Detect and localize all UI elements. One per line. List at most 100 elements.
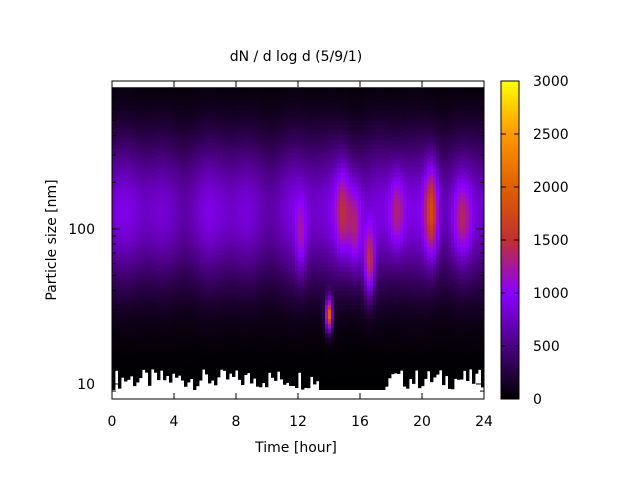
heatmap-cell bbox=[247, 180, 251, 186]
heatmap-cell bbox=[193, 191, 197, 197]
heatmap-cell bbox=[250, 318, 254, 324]
heatmap-cell bbox=[325, 205, 329, 211]
heatmap-cell bbox=[184, 316, 188, 322]
heatmap-cell bbox=[280, 306, 284, 312]
heatmap-cell bbox=[316, 211, 320, 217]
heatmap-cell bbox=[220, 153, 224, 159]
heatmap-cell bbox=[229, 190, 233, 195]
heatmap-cell bbox=[133, 227, 137, 233]
heatmap-cell bbox=[268, 350, 272, 355]
heatmap-cell bbox=[184, 306, 188, 312]
heatmap-cell bbox=[211, 302, 215, 308]
heatmap-cell bbox=[184, 204, 188, 210]
heatmap-cell bbox=[298, 96, 302, 102]
heatmap-cell bbox=[235, 343, 239, 349]
heatmap-cell bbox=[253, 337, 257, 343]
heatmap-cell bbox=[310, 159, 314, 165]
heatmap-cell bbox=[184, 101, 188, 107]
heatmap-cell bbox=[181, 261, 185, 267]
heatmap-cell bbox=[328, 262, 332, 268]
heatmap-cell bbox=[340, 332, 344, 339]
heatmap-cell bbox=[226, 319, 230, 325]
heatmap-cell bbox=[217, 322, 221, 328]
heatmap-cell bbox=[220, 289, 224, 295]
heatmap-cell bbox=[238, 128, 242, 134]
heatmap-cell bbox=[220, 342, 224, 348]
heatmap-cell bbox=[280, 233, 284, 239]
heatmap-cell bbox=[145, 327, 149, 333]
heatmap-cell bbox=[331, 318, 335, 324]
heatmap-cell bbox=[334, 375, 338, 381]
heatmap-cell bbox=[253, 132, 257, 138]
heatmap-cell bbox=[283, 379, 287, 385]
heatmap-cell bbox=[331, 375, 335, 381]
heatmap-cell bbox=[199, 338, 203, 344]
heatmap-cell bbox=[175, 250, 179, 256]
heatmap-cell bbox=[280, 315, 284, 321]
heatmap-cell bbox=[139, 264, 143, 270]
heatmap-cell bbox=[247, 189, 251, 195]
heatmap-cell bbox=[277, 220, 281, 226]
heatmap-cell bbox=[346, 380, 350, 386]
heatmap-cell bbox=[157, 100, 161, 106]
heatmap-cell bbox=[289, 157, 293, 163]
heatmap-cell bbox=[277, 344, 281, 350]
heatmap-cell bbox=[130, 276, 134, 282]
heatmap-cell bbox=[193, 228, 197, 235]
heatmap-cell bbox=[295, 120, 299, 126]
heatmap-cell bbox=[148, 185, 152, 191]
heatmap-cell bbox=[172, 109, 176, 115]
heatmap-cell bbox=[286, 230, 290, 236]
heatmap-cell bbox=[301, 304, 305, 310]
heatmap-cell bbox=[136, 303, 140, 309]
heatmap-cell bbox=[328, 375, 332, 381]
heatmap-cell bbox=[262, 336, 266, 342]
heatmap-cell bbox=[118, 134, 122, 140]
heatmap-cell bbox=[325, 87, 329, 93]
heatmap-cell bbox=[235, 184, 239, 190]
heatmap-cell bbox=[331, 191, 335, 197]
heatmap-cell bbox=[169, 253, 173, 259]
heatmap-cell bbox=[271, 177, 275, 183]
heatmap-cell bbox=[157, 155, 161, 161]
heatmap-cell bbox=[154, 131, 158, 137]
heatmap-cell bbox=[295, 110, 299, 116]
heatmap-cell bbox=[124, 243, 128, 249]
heatmap-cell bbox=[121, 368, 125, 374]
heatmap-cell bbox=[325, 314, 329, 320]
heatmap-cell bbox=[277, 353, 281, 359]
heatmap-cell bbox=[217, 331, 221, 337]
heatmap-cell bbox=[295, 228, 299, 234]
heatmap-cell bbox=[301, 346, 305, 352]
heatmap-cell bbox=[226, 219, 230, 225]
heatmap-cell bbox=[337, 195, 341, 202]
heatmap-cell bbox=[319, 200, 323, 206]
heatmap-cell bbox=[232, 105, 236, 111]
heatmap-cell bbox=[268, 332, 272, 338]
heatmap-cell bbox=[337, 134, 341, 140]
heatmap-cell bbox=[247, 350, 251, 356]
heatmap-cell bbox=[223, 189, 227, 194]
heatmap-cell bbox=[247, 198, 251, 204]
heatmap-cell bbox=[274, 155, 278, 161]
heatmap-cell bbox=[259, 382, 263, 388]
heatmap-cell bbox=[280, 287, 284, 293]
heatmap-cell bbox=[160, 308, 164, 314]
heatmap-cell bbox=[121, 286, 125, 292]
heatmap-cell bbox=[271, 150, 275, 156]
heatmap-cell bbox=[214, 129, 218, 135]
heatmap-cell bbox=[199, 178, 203, 184]
heatmap-cell bbox=[328, 224, 332, 230]
heatmap-cell bbox=[328, 238, 332, 244]
heatmap-cell bbox=[214, 105, 218, 111]
heatmap-cell bbox=[133, 185, 137, 191]
heatmap-cell bbox=[211, 297, 215, 303]
heatmap-cell bbox=[130, 204, 134, 210]
heatmap-cell bbox=[163, 91, 167, 97]
heatmap-cell bbox=[205, 105, 209, 111]
heatmap-cell bbox=[172, 288, 176, 294]
heatmap-cell bbox=[307, 265, 311, 271]
heatmap-cell bbox=[175, 155, 179, 161]
heatmap-cell bbox=[325, 120, 329, 126]
heatmap-cell bbox=[145, 367, 149, 373]
